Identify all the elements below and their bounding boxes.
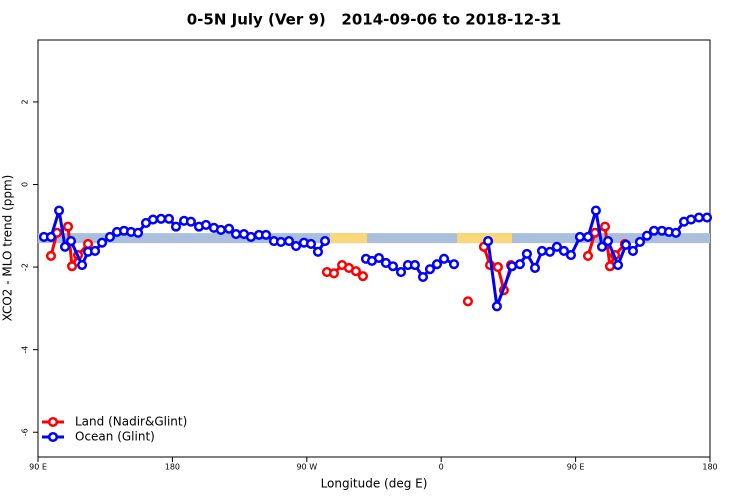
y-tick-label: -2 [21, 263, 30, 271]
data-point [417, 271, 429, 283]
data-point [701, 212, 713, 223]
legend-label: Land (Nadir&Glint) [75, 415, 187, 429]
data-point [582, 231, 594, 242]
data-point [641, 230, 653, 241]
data-point [506, 261, 518, 272]
data-point [312, 246, 324, 257]
data-point [590, 205, 601, 216]
legend-marker [47, 431, 59, 443]
data-point [290, 240, 302, 252]
y-tick-label: 2 [21, 99, 30, 104]
chart-title: 0-5N July (Ver 9) 2014-09-06 to 2018-12-… [187, 11, 562, 29]
y-tick-label: -6 [21, 428, 30, 436]
data-point [89, 245, 101, 257]
data-point [133, 227, 144, 238]
data-point [245, 231, 256, 242]
data-point [648, 225, 660, 236]
data-point [62, 221, 74, 232]
data-point [185, 216, 196, 227]
data-point [620, 239, 631, 250]
data-point [200, 219, 212, 231]
y-tick-label: 0 [21, 182, 30, 187]
data-point [582, 250, 594, 261]
data-point [599, 221, 611, 232]
legend-label: Ocean (Glint) [75, 430, 155, 444]
data-point [409, 259, 420, 271]
data-point [260, 229, 272, 240]
data-point [462, 296, 473, 307]
data-point [544, 246, 555, 257]
data-point [565, 250, 577, 261]
x-tick-label: 180 [165, 463, 180, 472]
data-point [97, 237, 108, 248]
data-point [448, 259, 460, 270]
x-axis-label: Longitude (deg E) [321, 477, 428, 491]
data-point [596, 241, 608, 252]
data-point [66, 261, 78, 272]
data-point [558, 245, 570, 257]
data-point [156, 213, 167, 224]
data-point [492, 262, 503, 273]
data-point [357, 271, 368, 282]
x-tick-label: 180 [702, 463, 717, 472]
y-tick-label: -4 [21, 346, 30, 354]
data-point [602, 236, 614, 247]
data-point [45, 231, 57, 242]
data-point [59, 241, 71, 252]
data-point [328, 268, 340, 279]
data-point [685, 214, 697, 225]
data-point [670, 227, 682, 238]
y-axis-label: XCO2 - MLO trend (ppm) [1, 175, 15, 322]
data-point [424, 264, 436, 275]
data-point [574, 231, 585, 242]
data-point [431, 259, 443, 270]
data-point [521, 248, 532, 259]
data-point [45, 250, 57, 261]
data-point [275, 236, 287, 247]
data-point [387, 261, 399, 272]
data-point [373, 252, 384, 264]
data-point [104, 231, 116, 242]
data-point [693, 212, 704, 223]
x-tick-label: 90 E [567, 463, 585, 472]
data-point [634, 236, 646, 247]
data-point [438, 253, 450, 264]
data-point [491, 301, 502, 312]
data-point [147, 214, 159, 225]
plot-frame [37, 39, 711, 458]
legend-marker [47, 416, 59, 428]
data-point [627, 245, 638, 257]
data-point [163, 213, 175, 224]
data-point [82, 238, 94, 250]
data-point [283, 236, 295, 247]
data-point [230, 228, 242, 240]
data-point [395, 266, 407, 278]
x-tick-label: 90 E [29, 463, 47, 472]
data-point [305, 238, 317, 250]
data-point [551, 241, 562, 252]
data-point [604, 261, 615, 272]
data-point [350, 266, 361, 277]
x-tick-label: 90 W [296, 463, 317, 472]
x-tick-label: 0 [439, 463, 444, 472]
data-point [514, 259, 525, 270]
data-point [536, 245, 548, 257]
data-point [612, 259, 624, 271]
data-point [483, 236, 494, 247]
data-point [529, 262, 541, 273]
data-point [223, 223, 235, 234]
data-point [215, 224, 226, 235]
data-point [77, 259, 88, 271]
data-point [319, 236, 331, 247]
data-point [170, 221, 182, 232]
data-point [65, 236, 77, 247]
data-point [54, 205, 65, 216]
